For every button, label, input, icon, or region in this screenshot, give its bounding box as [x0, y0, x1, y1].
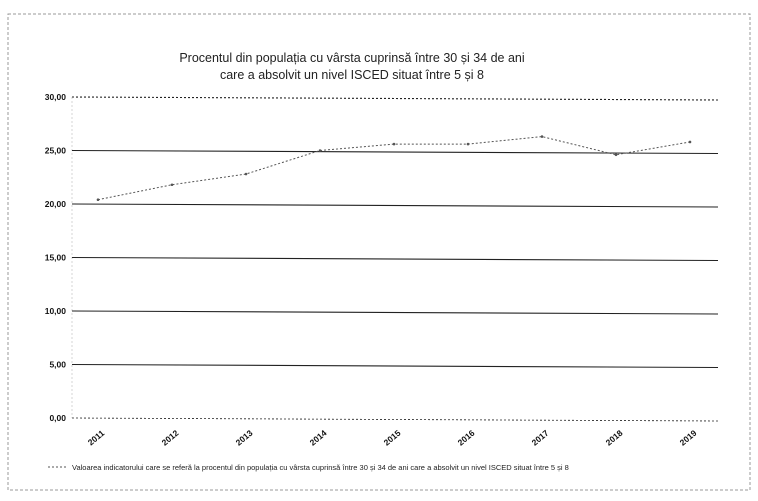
chart-title-line-2: care a absolvit un nivel ISCED situat în…: [220, 68, 484, 82]
series-group: [96, 135, 692, 202]
y-tick-label: 25,00: [45, 146, 67, 156]
x-tick-label: 2012: [160, 428, 181, 448]
gridline: [71, 417, 719, 422]
gridline: [71, 256, 719, 262]
y-tick-labels: 30,00 25,00 20,00 15,00 10,00 5,00 0,00: [45, 92, 67, 423]
gridline: [71, 149, 719, 155]
data-point: [96, 198, 100, 202]
gridline: [71, 96, 719, 101]
y-tick-label: 0,00: [49, 413, 66, 423]
chart-title-line-1: Procentul din populația cu vârsta cuprin…: [179, 51, 524, 65]
data-point: [688, 140, 692, 144]
y-tick-label: 10,00: [45, 306, 67, 316]
data-point: [170, 183, 174, 187]
x-tick-label: 2017: [530, 428, 551, 448]
data-point: [244, 172, 248, 176]
y-tick-label: 5,00: [49, 360, 66, 370]
data-point: [540, 135, 544, 138]
y-tick-label: 30,00: [45, 92, 67, 102]
x-tick-label: 2019: [678, 428, 699, 448]
x-tick-label: 2015: [382, 428, 403, 448]
legend-label: Valoarea indicatorului care se referă la…: [72, 463, 569, 472]
x-tick-label: 2018: [604, 428, 625, 448]
x-tick-label: 2013: [234, 428, 255, 448]
gridlines: [71, 96, 719, 422]
gridline: [71, 203, 719, 208]
chart-border: [7, 13, 751, 491]
y-tick-label: 20,00: [45, 199, 67, 209]
data-point: [392, 142, 396, 146]
x-tick-label: 2014: [308, 428, 329, 448]
x-tick-label: 2016: [456, 428, 477, 448]
data-point: [466, 142, 470, 146]
y-tick-label: 15,00: [45, 253, 67, 263]
data-point: [318, 149, 322, 152]
x-tick-label: 2011: [86, 428, 107, 448]
series-line: [97, 136, 691, 201]
data-point: [614, 153, 618, 157]
gridline: [71, 363, 719, 369]
x-tick-labels: 2011 2012 2013 2014 2015 2016 2017 2018 2019: [86, 428, 699, 448]
gridline: [71, 310, 719, 315]
